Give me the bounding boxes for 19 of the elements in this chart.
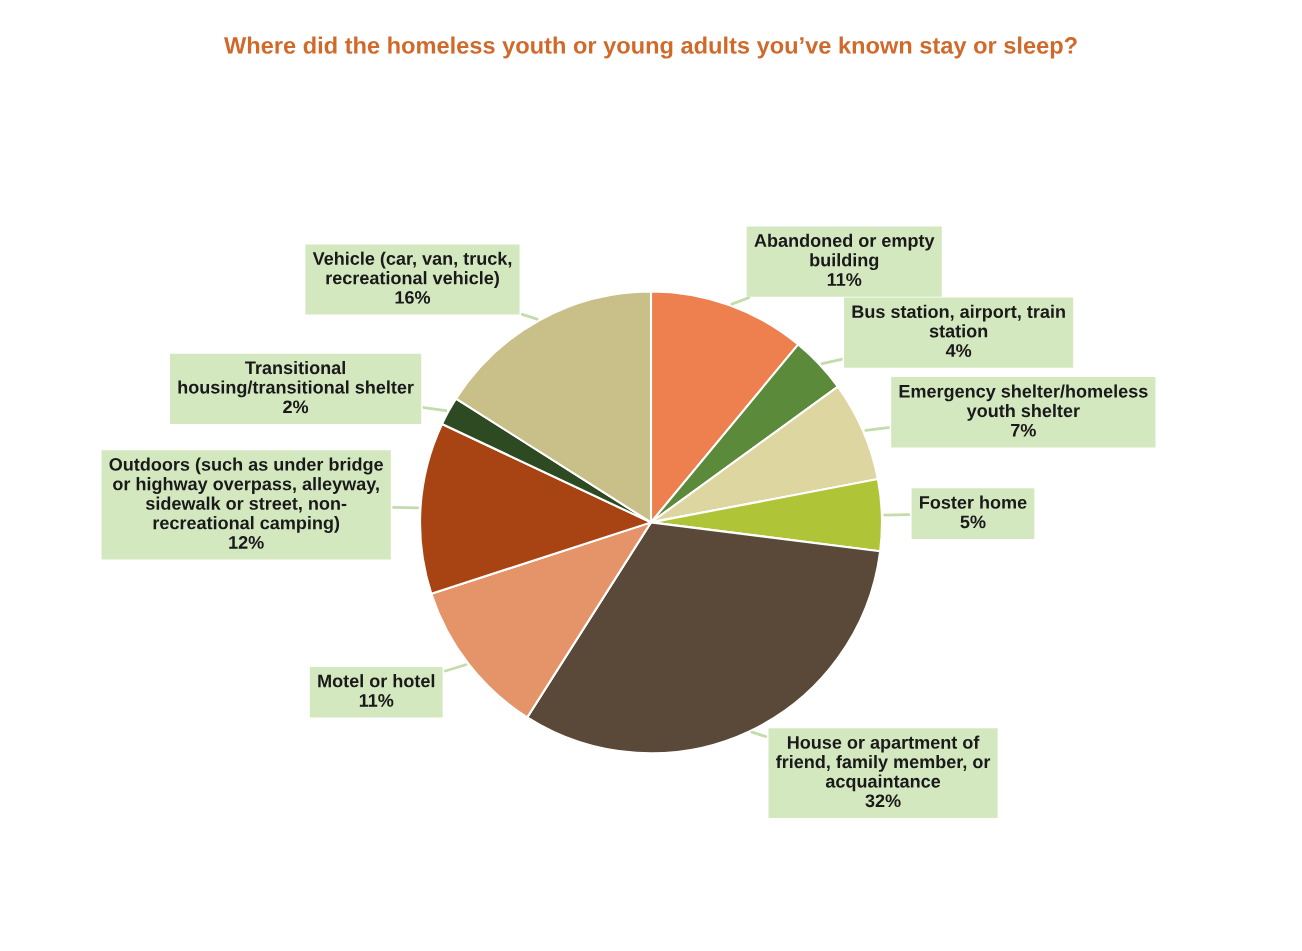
data-label: 7% (1011, 423, 1036, 437)
data-label: 11% (827, 273, 862, 286)
slice-label: Outdoors (such as under bridge or highway overpass, alleyway, sidewalk or street, non- recreational camping) (109, 457, 383, 533)
slice-label: Transitional housing/transitional shelter (178, 360, 414, 398)
data-label: 11% (359, 694, 394, 707)
slice-label: House or apartment of friend, family member, or acquaintance (775, 735, 991, 792)
data-label: 5% (960, 515, 986, 529)
slice-label: Vehicle (car, van, truck, recreational vehicle) (312, 251, 512, 288)
slice-label: Abandoned or empty building (754, 233, 935, 271)
data-label: 12% (229, 536, 264, 549)
chart-title: Where did the homeless youth or young adults you’ve known stay or sleep? (224, 36, 1077, 59)
data-label: 32% (865, 794, 901, 808)
data-label: 2% (283, 400, 309, 414)
slice-label: Foster home (919, 495, 1027, 509)
slice-label: Motel or hotel (318, 674, 435, 688)
slice-label: Bus station, airport, train station (852, 304, 1065, 338)
slice-label: Emergency shelter/homeless youth shelter (899, 384, 1148, 421)
data-label: 16% (395, 291, 431, 304)
data-label: 4% (945, 344, 972, 357)
